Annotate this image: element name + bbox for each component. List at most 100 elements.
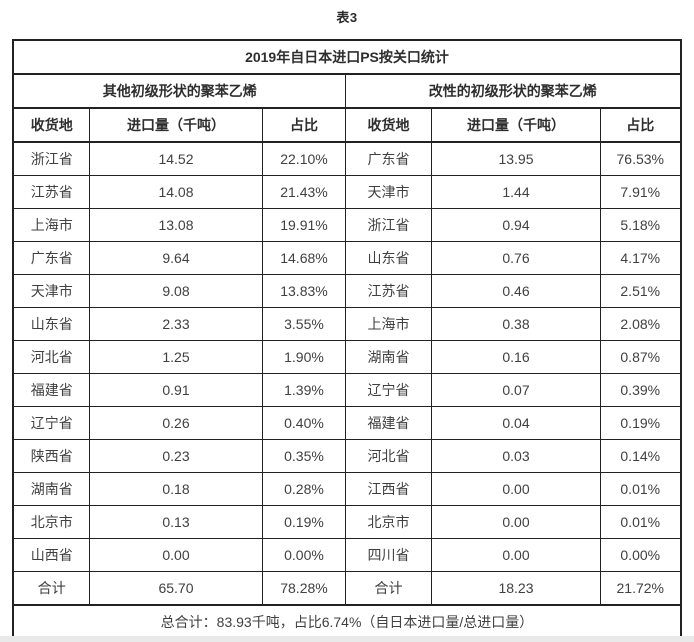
table-row: 天津市 9.08 13.83% 江苏省 0.46 2.51% <box>12 274 682 308</box>
share-cell: 1.39% <box>261 373 346 407</box>
region-cell: 广东省 <box>12 241 90 275</box>
region-cell: 天津市 <box>12 274 90 308</box>
region-cell: 北京市 <box>12 505 90 539</box>
share-cell: 21.43% <box>261 175 346 209</box>
region-cell: 江西省 <box>344 472 432 506</box>
volume-cell: 0.00 <box>430 538 601 572</box>
region-cell: 天津市 <box>344 175 432 209</box>
region-cell: 浙江省 <box>344 208 432 242</box>
region-cell: 上海市 <box>12 208 90 242</box>
volume-cell: 0.16 <box>430 340 601 374</box>
volume-cell: 0.00 <box>430 505 601 539</box>
volume-cell: 1.44 <box>430 175 601 209</box>
volume-cell: 0.03 <box>430 439 601 473</box>
share-cell: 19.91% <box>261 208 346 242</box>
region-cell: 陕西省 <box>12 439 90 473</box>
volume-cell: 2.33 <box>88 307 263 341</box>
total-row: 合计 65.70 78.28% 合计 18.23 21.72% <box>12 571 682 606</box>
share-cell: 0.40% <box>261 406 346 440</box>
volume-cell: 9.64 <box>88 241 263 275</box>
region-cell: 江苏省 <box>344 274 432 308</box>
region-cell: 合计 <box>12 571 90 606</box>
volume-cell: 0.91 <box>88 373 263 407</box>
region-cell: 山东省 <box>344 241 432 275</box>
col-header-region-left: 收货地 <box>12 107 90 143</box>
share-cell: 0.39% <box>599 373 682 407</box>
share-cell: 0.19% <box>599 406 682 440</box>
share-cell: 0.01% <box>599 472 682 506</box>
share-cell: 2.51% <box>599 274 682 308</box>
table-body: 浙江省 14.52 22.10% 广东省 13.95 76.53% 江苏省 14.08 21.4… <box>12 141 682 606</box>
volume-cell: 1.25 <box>88 340 263 374</box>
volume-cell: 0.00 <box>88 538 263 572</box>
share-cell: 0.01% <box>599 505 682 539</box>
col-header-volume-left: 进口量（千吨） <box>88 107 263 143</box>
region-cell: 合计 <box>344 571 432 606</box>
share-cell: 0.14% <box>599 439 682 473</box>
table-row: 陕西省 0.23 0.35% 河北省 0.03 0.14% <box>12 439 682 473</box>
volume-cell: 13.08 <box>88 208 263 242</box>
region-cell: 上海市 <box>344 307 432 341</box>
region-cell: 山东省 <box>12 307 90 341</box>
region-cell: 湖南省 <box>12 472 90 506</box>
share-cell: 5.18% <box>599 208 682 242</box>
region-cell: 江苏省 <box>12 175 90 209</box>
volume-cell: 0.07 <box>430 373 601 407</box>
share-cell: 14.68% <box>261 241 346 275</box>
table-row: 江苏省 14.08 21.43% 天津市 1.44 7.91% <box>12 175 682 209</box>
share-cell: 0.00% <box>599 538 682 572</box>
bottom-strip <box>0 636 694 642</box>
volume-cell: 9.08 <box>88 274 263 308</box>
col-header-share-right: 占比 <box>599 107 682 143</box>
region-cell: 北京市 <box>344 505 432 539</box>
volume-cell: 65.70 <box>88 571 263 606</box>
volume-cell: 0.18 <box>88 472 263 506</box>
group-header-other-ps: 其他初级形状的聚苯乙烯 <box>12 73 346 109</box>
volume-cell: 0.04 <box>430 406 601 440</box>
volume-cell: 18.23 <box>430 571 601 606</box>
share-cell: 22.10% <box>261 141 346 176</box>
table-row: 广东省 9.64 14.68% 山东省 0.76 4.17% <box>12 241 682 275</box>
region-cell: 浙江省 <box>12 141 90 176</box>
region-cell: 福建省 <box>12 373 90 407</box>
share-cell: 7.91% <box>599 175 682 209</box>
share-cell: 0.35% <box>261 439 346 473</box>
table-title: 2019年自日本进口PS按关口统计 <box>12 39 682 75</box>
share-cell: 21.72% <box>599 571 682 606</box>
table-caption: 表3 <box>336 10 358 25</box>
table-row: 山西省 0.00 0.00% 四川省 0.00 0.00% <box>12 538 682 572</box>
volume-cell: 13.95 <box>430 141 601 176</box>
volume-cell: 14.08 <box>88 175 263 209</box>
volume-cell: 0.00 <box>430 472 601 506</box>
volume-cell: 0.13 <box>88 505 263 539</box>
stats-table: 2019年自日本进口PS按关口统计 其他初级形状的聚苯乙烯 改性的初级形状的聚苯… <box>12 39 682 639</box>
table-row: 福建省 0.91 1.39% 辽宁省 0.07 0.39% <box>12 373 682 407</box>
volume-cell: 0.38 <box>430 307 601 341</box>
table-row: 浙江省 14.52 22.10% 广东省 13.95 76.53% <box>12 141 682 176</box>
share-cell: 2.08% <box>599 307 682 341</box>
region-cell: 河北省 <box>344 439 432 473</box>
table-row: 山东省 2.33 3.55% 上海市 0.38 2.08% <box>12 307 682 341</box>
region-cell: 四川省 <box>344 538 432 572</box>
volume-cell: 0.26 <box>88 406 263 440</box>
region-cell: 湖南省 <box>344 340 432 374</box>
share-cell: 76.53% <box>599 141 682 176</box>
column-header-row: 收货地 进口量（千吨） 占比 收货地 进口量（千吨） 占比 <box>12 107 682 143</box>
group-header-row: 其他初级形状的聚苯乙烯 改性的初级形状的聚苯乙烯 <box>12 73 682 109</box>
share-cell: 4.17% <box>599 241 682 275</box>
region-cell: 福建省 <box>344 406 432 440</box>
region-cell: 辽宁省 <box>344 373 432 407</box>
share-cell: 0.28% <box>261 472 346 506</box>
volume-cell: 0.23 <box>88 439 263 473</box>
share-cell: 3.55% <box>261 307 346 341</box>
region-cell: 辽宁省 <box>12 406 90 440</box>
table-row: 湖南省 0.18 0.28% 江西省 0.00 0.01% <box>12 472 682 506</box>
share-cell: 78.28% <box>261 571 346 606</box>
share-cell: 0.00% <box>261 538 346 572</box>
volume-cell: 14.52 <box>88 141 263 176</box>
grand-total-text: 总合计：83.93千吨，占比6.74%（自日本进口量/总进口量） <box>12 604 682 639</box>
share-cell: 0.87% <box>599 340 682 374</box>
share-cell: 1.90% <box>261 340 346 374</box>
region-cell: 山西省 <box>12 538 90 572</box>
